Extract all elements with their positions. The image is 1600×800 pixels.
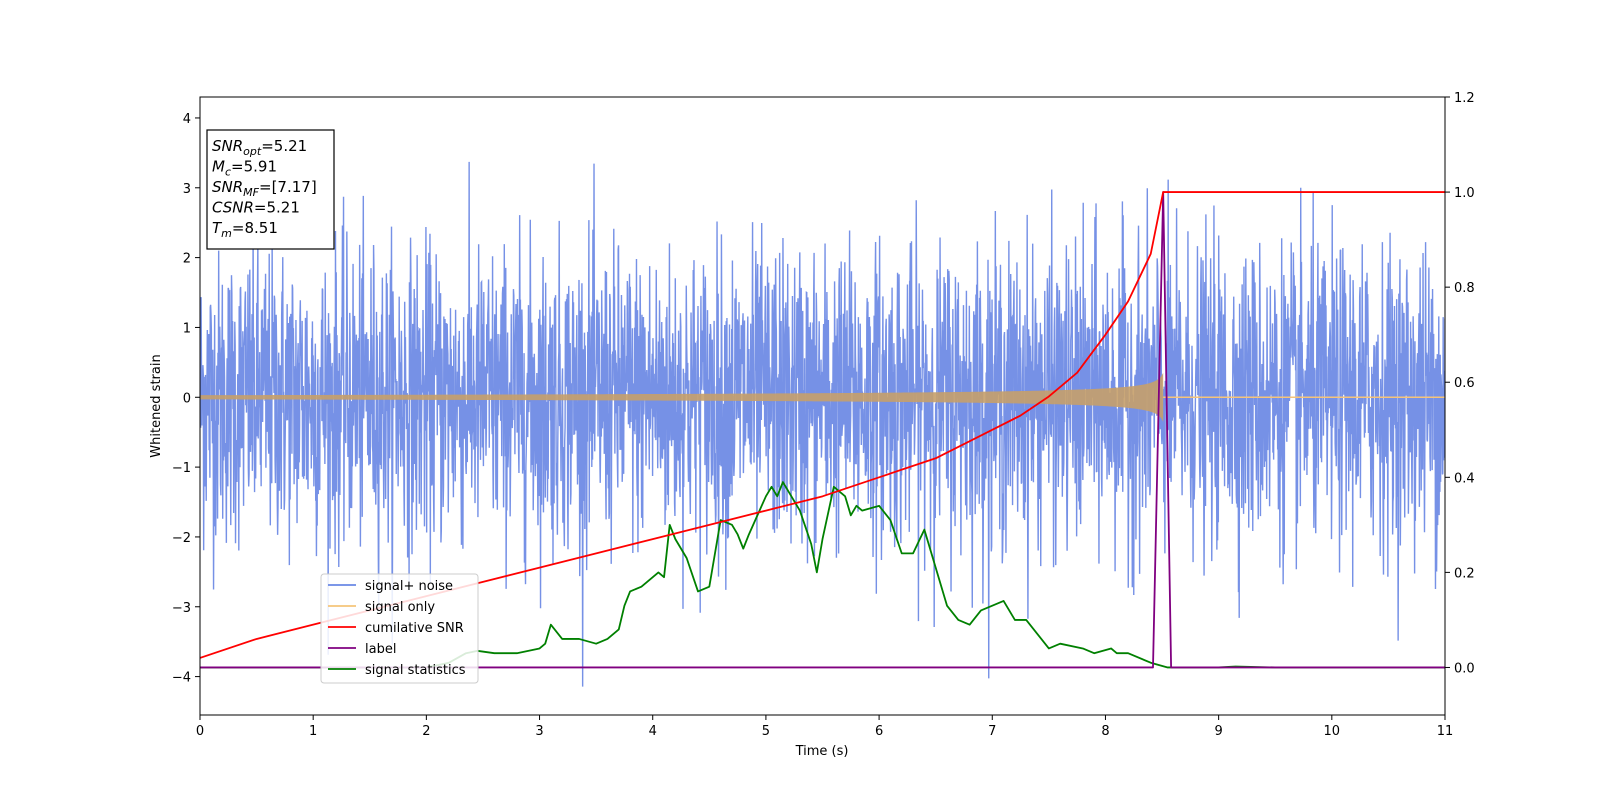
y-left-tick-label: −4 [172,671,191,686]
x-tick-label: 3 [535,724,543,739]
x-tick-label: 8 [1101,724,1109,739]
y-left-tick-label: −1 [172,461,191,476]
x-tick-label: 6 [875,724,883,739]
y-right-tick-label: 0.2 [1454,566,1475,581]
y-left-tick-label: −2 [172,531,191,546]
y-left-tick-label: 0 [183,391,191,406]
series-signal-only-envelope [200,372,1164,422]
annotation-line: SNRMF=[7.17] [212,178,317,199]
y-left-tick-label: −3 [172,601,191,616]
plot-frame [199,96,1446,716]
y-left-tick-label: 3 [183,182,191,197]
legend-entry: signal+ noise [365,579,453,594]
legend-entry: cumilative SNR [365,621,464,636]
y-left-tick-label: 1 [183,321,191,336]
y-right-tick-label: 0.8 [1454,281,1475,296]
x-tick-label: 2 [422,724,430,739]
legend-entry: signal statistics [365,663,466,678]
y-right-tick-label: 1.2 [1454,91,1475,106]
axes-ticks: 0 1 2 3 4 5 6 7 8 9 10 11 −4 −3 −2 −1 0 1 2 3 4 0.0 0.2 0.4 0.6 0… [172,91,1475,739]
y-right-tick-label: 0.6 [1454,376,1475,391]
annotation-line: SNRopt=5.21 [212,137,307,158]
legend-entry: signal only [365,600,435,615]
plot-area [200,161,1445,687]
annotation-line: Tm=8.51 [212,219,278,240]
x-tick-label: 10 [1324,724,1341,739]
y-left-tick-label: 4 [183,112,191,127]
x-axis-label: Time (s) [795,744,849,759]
legend-frame [320,573,479,684]
x-tick-label: 5 [762,724,770,739]
y-right-tick-label: 1.0 [1454,186,1475,201]
series-signal-statistics [200,481,1445,669]
legend: signal+ noise signal only cumilative SNR la… [320,573,479,684]
x-tick-label: 0 [196,724,204,739]
annotation-line: CSNR=5.21 [212,199,300,217]
x-tick-label: 4 [649,724,657,739]
x-tick-label: 11 [1437,724,1454,739]
y-left-tick-label: 2 [183,252,191,267]
y-right-tick-label: 0.0 [1454,661,1475,676]
y-right-tick-label: 0.4 [1454,471,1475,486]
y-axis-label: Whitened strain [149,354,164,457]
annotation-box-frame [206,129,335,250]
x-tick-label: 1 [309,724,317,739]
annotation-line: Mc=5.91 [212,158,277,179]
x-tick-label: 7 [988,724,996,739]
series-signal-noise [200,161,1445,687]
x-tick-label: 9 [1214,724,1222,739]
legend-entry: label [365,642,396,657]
